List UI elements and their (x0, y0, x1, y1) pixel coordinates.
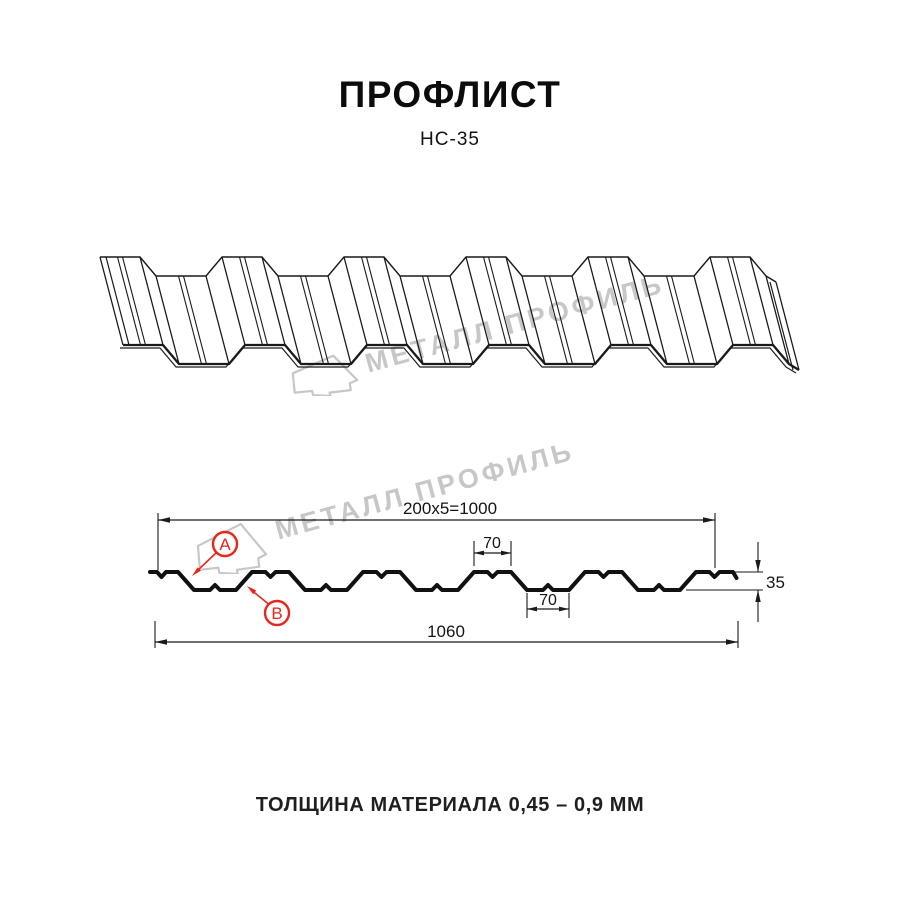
dimension-label-valley-width: 70 (539, 592, 557, 609)
callout-a-label: A (219, 535, 231, 554)
dimension-label-crest-width: 70 (483, 535, 501, 552)
material-thickness-note: ТОЛЩИНА МАТЕРИАЛА 0,45 – 0,9 ММ (255, 794, 645, 816)
page-title: ПРОФЛИСТ (338, 74, 562, 115)
dimension-label-full-width: 1060 (427, 622, 465, 641)
dimension-label-height: 35 (766, 573, 785, 592)
watermark-logo-icon (196, 522, 268, 574)
callout-b-label: B (271, 604, 282, 623)
watermark-logo-icon (291, 354, 359, 396)
dimension-label-module-width: 200x5=1000 (403, 499, 497, 518)
profile-model-label: НС-35 (420, 129, 480, 150)
